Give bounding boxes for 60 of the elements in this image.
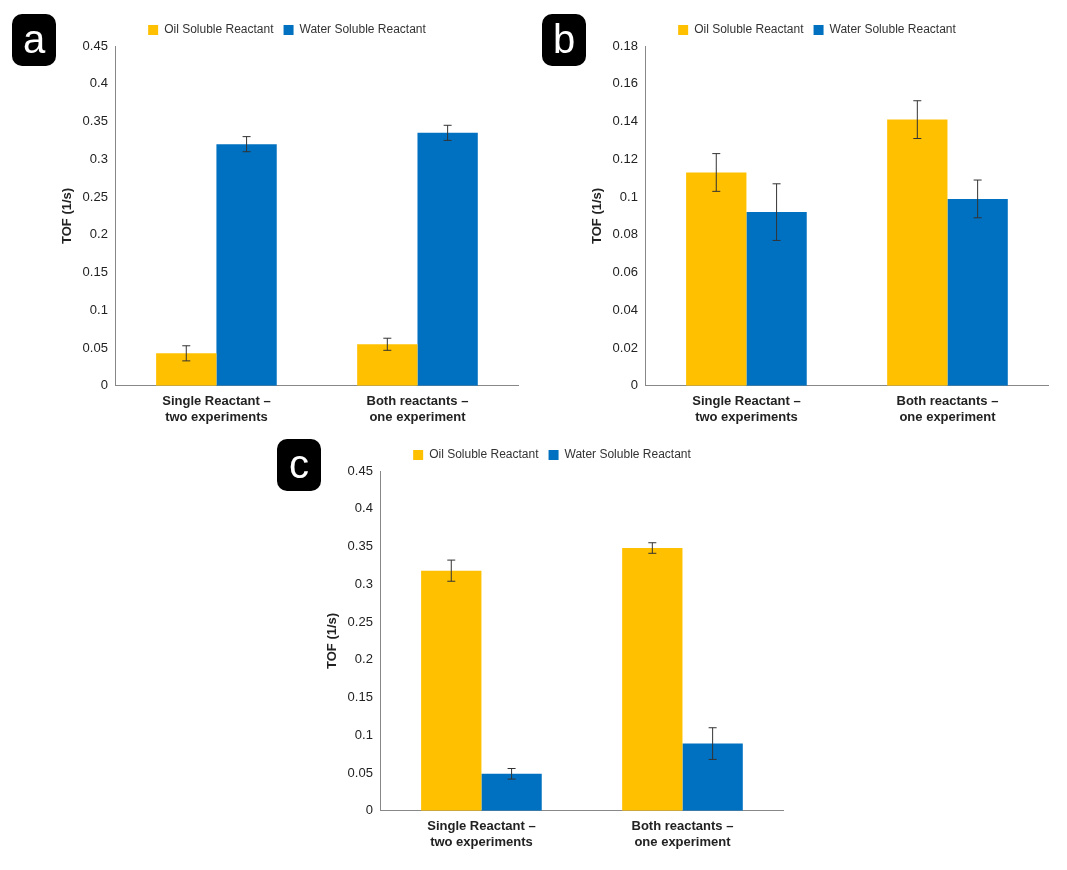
bar (357, 344, 418, 386)
y-axis-title: TOF (1/s) (59, 187, 75, 244)
y-tick-label: 0.08 (612, 226, 638, 242)
y-tick-label: 0.16 (612, 75, 638, 91)
bar (156, 353, 217, 386)
y-axis-title: TOF (1/s) (324, 612, 340, 669)
y-tick-label: 0.15 (347, 689, 373, 705)
bar (686, 172, 747, 386)
x-tick-label: Single Reactant – two experiments (162, 393, 271, 424)
bar (622, 548, 683, 811)
y-tick-label: 0.05 (82, 339, 108, 355)
y-tick-label: 0.04 (612, 301, 638, 317)
bar (682, 743, 743, 811)
legend-label: Oil Soluble Reactant (429, 447, 540, 462)
x-tick-label: Single Reactant – two experiments (692, 393, 801, 424)
x-tick-label: Both reactants – one experiment (896, 393, 999, 424)
y-tick-label: 0.25 (82, 188, 108, 204)
y-tick-label: 0.2 (354, 651, 373, 667)
y-tick-label: 0.3 (354, 575, 373, 591)
y-tick-label: 0.2 (89, 226, 108, 242)
y-tick-label: 0 (365, 802, 373, 818)
legend-label: Oil Soluble Reactant (164, 22, 275, 37)
y-tick-label: 0.18 (612, 37, 638, 53)
y-tick-label: 0.45 (82, 37, 108, 53)
y-tick-label: 0.02 (612, 339, 638, 355)
y-tick-label: 0.4 (89, 75, 108, 91)
chart-title: c (277, 439, 321, 491)
y-tick-label: 0.06 (612, 264, 638, 280)
bar (421, 570, 482, 811)
legend-label: Water Soluble Reactant (299, 22, 427, 37)
bar (481, 773, 542, 811)
legend-label: Water Soluble Reactant (829, 22, 957, 37)
legend-label: Oil Soluble Reactant (694, 22, 805, 37)
y-tick-label: 0.05 (347, 764, 373, 780)
y-tick-label: 0.14 (612, 113, 638, 129)
y-tick-label: 0.35 (82, 113, 108, 129)
bar (746, 212, 807, 386)
x-tick-label: Both reactants – one experiment (366, 393, 469, 424)
y-tick-label: 0.3 (89, 150, 108, 166)
chart-title: a (12, 14, 56, 66)
y-tick-label: 0.4 (354, 500, 373, 516)
y-axis-title: TOF (1/s) (589, 187, 605, 244)
bar (887, 119, 948, 386)
y-tick-label: 0.25 (347, 613, 373, 629)
y-tick-label: 0.1 (354, 726, 373, 742)
x-tick-label: Single Reactant – two experiments (427, 818, 536, 849)
y-tick-label: 0.1 (619, 188, 638, 204)
y-tick-label: 0.1 (89, 301, 108, 317)
bar (417, 132, 478, 386)
y-tick-label: 0.12 (612, 150, 638, 166)
y-tick-label: 0.15 (82, 264, 108, 280)
chart-title: b (542, 14, 586, 66)
y-tick-label: 0 (100, 377, 108, 393)
y-tick-label: 0.45 (347, 462, 373, 478)
y-tick-label: 0.35 (347, 538, 373, 554)
y-tick-label: 0 (630, 377, 638, 393)
x-tick-label: Both reactants – one experiment (631, 818, 734, 849)
legend-label: Water Soluble Reactant (564, 447, 692, 462)
bar (947, 198, 1008, 386)
bar (216, 144, 277, 386)
